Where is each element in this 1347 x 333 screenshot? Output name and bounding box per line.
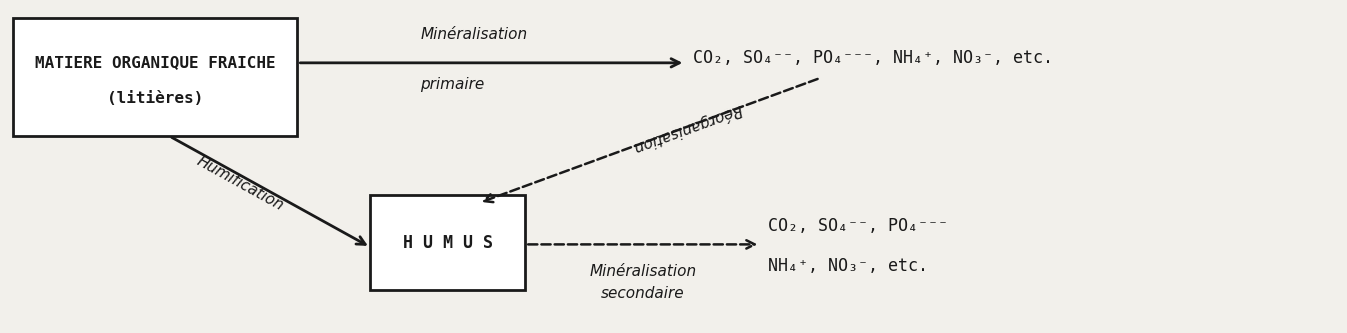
- Text: Humification: Humification: [194, 154, 286, 214]
- Text: NH₄⁺, NO₃⁻, etc.: NH₄⁺, NO₃⁻, etc.: [768, 257, 928, 275]
- Text: H U M U S: H U M U S: [403, 233, 493, 251]
- FancyBboxPatch shape: [12, 18, 298, 136]
- Text: secondaire: secondaire: [601, 286, 684, 301]
- Text: CO₂, SO₄⁻⁻, PO₄⁻⁻⁻, NH₄⁺, NO₃⁻, etc.: CO₂, SO₄⁻⁻, PO₄⁻⁻⁻, NH₄⁺, NO₃⁻, etc.: [694, 49, 1053, 67]
- FancyBboxPatch shape: [370, 195, 525, 290]
- Text: Minéralisation: Minéralisation: [420, 27, 528, 42]
- Text: (litières): (litières): [106, 91, 203, 106]
- Text: CO₂, SO₄⁻⁻, PO₄⁻⁻⁻: CO₂, SO₄⁻⁻, PO₄⁻⁻⁻: [768, 217, 948, 235]
- Text: Minéralisation: Minéralisation: [589, 264, 696, 279]
- Text: Réorganisation: Réorganisation: [630, 101, 745, 156]
- Text: primaire: primaire: [420, 77, 485, 92]
- Text: MATIERE ORGANIQUE FRAICHE: MATIERE ORGANIQUE FRAICHE: [35, 55, 275, 70]
